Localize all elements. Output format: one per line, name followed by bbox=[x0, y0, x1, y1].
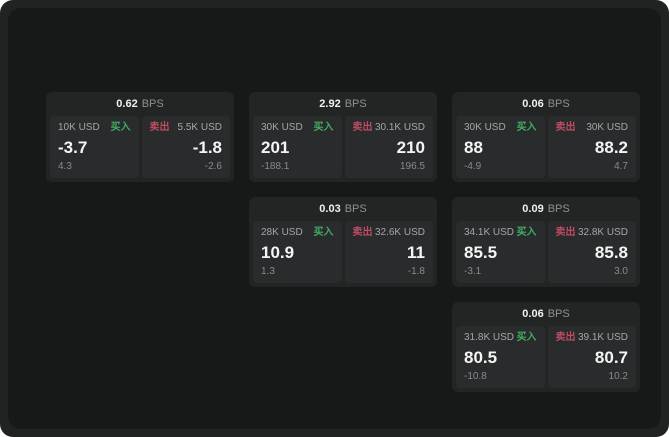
sell-amount: 5.5K USD bbox=[177, 122, 222, 133]
buy-side-label: 买入 bbox=[313, 227, 334, 238]
bps-header: 0.06 BPS bbox=[452, 92, 640, 116]
sell-price: 85.8 bbox=[594, 243, 628, 262]
sell-amount: 32.8K USD bbox=[577, 227, 628, 238]
buy-amount: 31.8K USD bbox=[464, 332, 515, 343]
bps-suffix: BPS bbox=[141, 98, 164, 110]
sell-change: 196.5 bbox=[399, 161, 425, 172]
buy-amount: 30K USD bbox=[464, 122, 506, 133]
bps-value: 0.06 bbox=[522, 98, 544, 110]
sell-side-label: 卖出 bbox=[555, 122, 576, 133]
buy-amount: 28K USD bbox=[261, 227, 303, 238]
buy-quote-tile[interactable]: 30K USD 买入 88 -4.9 bbox=[456, 116, 545, 178]
bps-value: 0.09 bbox=[522, 203, 544, 215]
buy-quote-tile[interactable]: 31.8K USD 买入 80.5 -10.8 bbox=[456, 326, 545, 388]
quote-card: 0.03 BPS 28K USD 买入 10.9 1.3 卖出 bbox=[249, 197, 437, 287]
buy-side-label: 买入 bbox=[313, 122, 334, 133]
buy-change: -4.9 bbox=[464, 161, 482, 172]
sell-quote-tile[interactable]: 卖出 5.5K USD -1.8 -2.6 bbox=[141, 116, 230, 178]
sell-quote-tile[interactable]: 卖出 30K USD 88.2 4.7 bbox=[547, 116, 636, 178]
sell-price: 80.7 bbox=[594, 348, 628, 367]
buy-side-label: 买入 bbox=[110, 122, 131, 133]
buy-change: -188.1 bbox=[261, 161, 290, 172]
quote-card: 2.92 BPS 30K USD 买入 201 -188.1 卖出 bbox=[249, 92, 437, 182]
buy-quote-tile[interactable]: 30K USD 买入 201 -188.1 bbox=[253, 116, 342, 178]
quote-card: 0.09 BPS 34.1K USD 买入 85.5 -3.1 卖出 bbox=[452, 197, 640, 287]
bps-value: 2.92 bbox=[319, 98, 341, 110]
bps-header: 0.62 BPS bbox=[46, 92, 234, 116]
sell-quote-tile[interactable]: 卖出 32.6K USD 11 -1.8 bbox=[344, 221, 433, 283]
sell-side-label: 卖出 bbox=[352, 227, 373, 238]
bps-value: 0.62 bbox=[116, 98, 138, 110]
buy-price: 80.5 bbox=[464, 348, 498, 367]
bps-suffix: BPS bbox=[547, 203, 570, 215]
sell-amount: 30.1K USD bbox=[374, 122, 425, 133]
buy-side-label: 买入 bbox=[516, 227, 537, 238]
sell-change: -2.6 bbox=[204, 161, 222, 172]
quote-card: 0.62 BPS 10K USD 买入 -3.7 4.3 卖出 bbox=[46, 92, 234, 182]
content-panel: 0.62 BPS 10K USD 买入 -3.7 4.3 卖出 bbox=[8, 8, 661, 429]
buy-quote-tile[interactable]: 34.1K USD 买入 85.5 -3.1 bbox=[456, 221, 545, 283]
bps-header: 0.06 BPS bbox=[452, 302, 640, 326]
bps-suffix: BPS bbox=[547, 308, 570, 320]
buy-price: 85.5 bbox=[464, 243, 498, 262]
buy-quote-tile[interactable]: 10K USD 买入 -3.7 4.3 bbox=[50, 116, 139, 178]
buy-side-label: 买入 bbox=[516, 122, 537, 133]
buy-amount: 34.1K USD bbox=[464, 227, 515, 238]
buy-side-label: 买入 bbox=[516, 332, 537, 343]
sell-price: -1.8 bbox=[192, 138, 222, 157]
sell-price: 210 bbox=[396, 138, 425, 157]
bps-suffix: BPS bbox=[547, 98, 570, 110]
sell-quote-tile[interactable]: 卖出 30.1K USD 210 196.5 bbox=[344, 116, 433, 178]
sell-side-label: 卖出 bbox=[149, 122, 170, 133]
sell-amount: 39.1K USD bbox=[577, 332, 628, 343]
sell-quote-tile[interactable]: 卖出 39.1K USD 80.7 10.2 bbox=[547, 326, 636, 388]
sell-side-label: 卖出 bbox=[555, 332, 576, 343]
sell-price: 88.2 bbox=[594, 138, 628, 157]
buy-price: -3.7 bbox=[58, 138, 88, 157]
sell-change: 10.2 bbox=[608, 371, 628, 382]
buy-change: 1.3 bbox=[261, 266, 275, 277]
quote-cards-grid: 0.62 BPS 10K USD 买入 -3.7 4.3 卖出 bbox=[46, 92, 640, 392]
bps-header: 2.92 BPS bbox=[249, 92, 437, 116]
sell-side-label: 卖出 bbox=[555, 227, 576, 238]
quote-card: 0.06 BPS 31.8K USD 买入 80.5 -10.8 卖 bbox=[452, 302, 640, 392]
bps-suffix: BPS bbox=[344, 203, 367, 215]
buy-price: 88 bbox=[464, 138, 483, 157]
buy-price: 201 bbox=[261, 138, 290, 157]
buy-change: -3.1 bbox=[464, 266, 482, 277]
sell-amount: 32.6K USD bbox=[374, 227, 425, 238]
buy-quote-tile[interactable]: 28K USD 买入 10.9 1.3 bbox=[253, 221, 342, 283]
bps-header: 0.09 BPS bbox=[452, 197, 640, 221]
bps-value: 0.06 bbox=[522, 308, 544, 320]
bps-suffix: BPS bbox=[344, 98, 367, 110]
bps-header: 0.03 BPS bbox=[249, 197, 437, 221]
sell-change: 4.7 bbox=[614, 161, 628, 172]
sell-change: -1.8 bbox=[407, 266, 425, 277]
sell-quote-tile[interactable]: 卖出 32.8K USD 85.8 3.0 bbox=[547, 221, 636, 283]
sell-side-label: 卖出 bbox=[352, 122, 373, 133]
sell-amount: 30K USD bbox=[586, 122, 628, 133]
buy-change: 4.3 bbox=[58, 161, 72, 172]
buy-price: 10.9 bbox=[261, 243, 295, 262]
sell-change: 3.0 bbox=[614, 266, 628, 277]
bps-value: 0.03 bbox=[319, 203, 341, 215]
sell-price: 11 bbox=[407, 243, 425, 262]
buy-change: -10.8 bbox=[464, 371, 487, 382]
quote-card: 0.06 BPS 30K USD 买入 88 -4.9 卖出 bbox=[452, 92, 640, 182]
buy-amount: 30K USD bbox=[261, 122, 303, 133]
buy-amount: 10K USD bbox=[58, 122, 100, 133]
